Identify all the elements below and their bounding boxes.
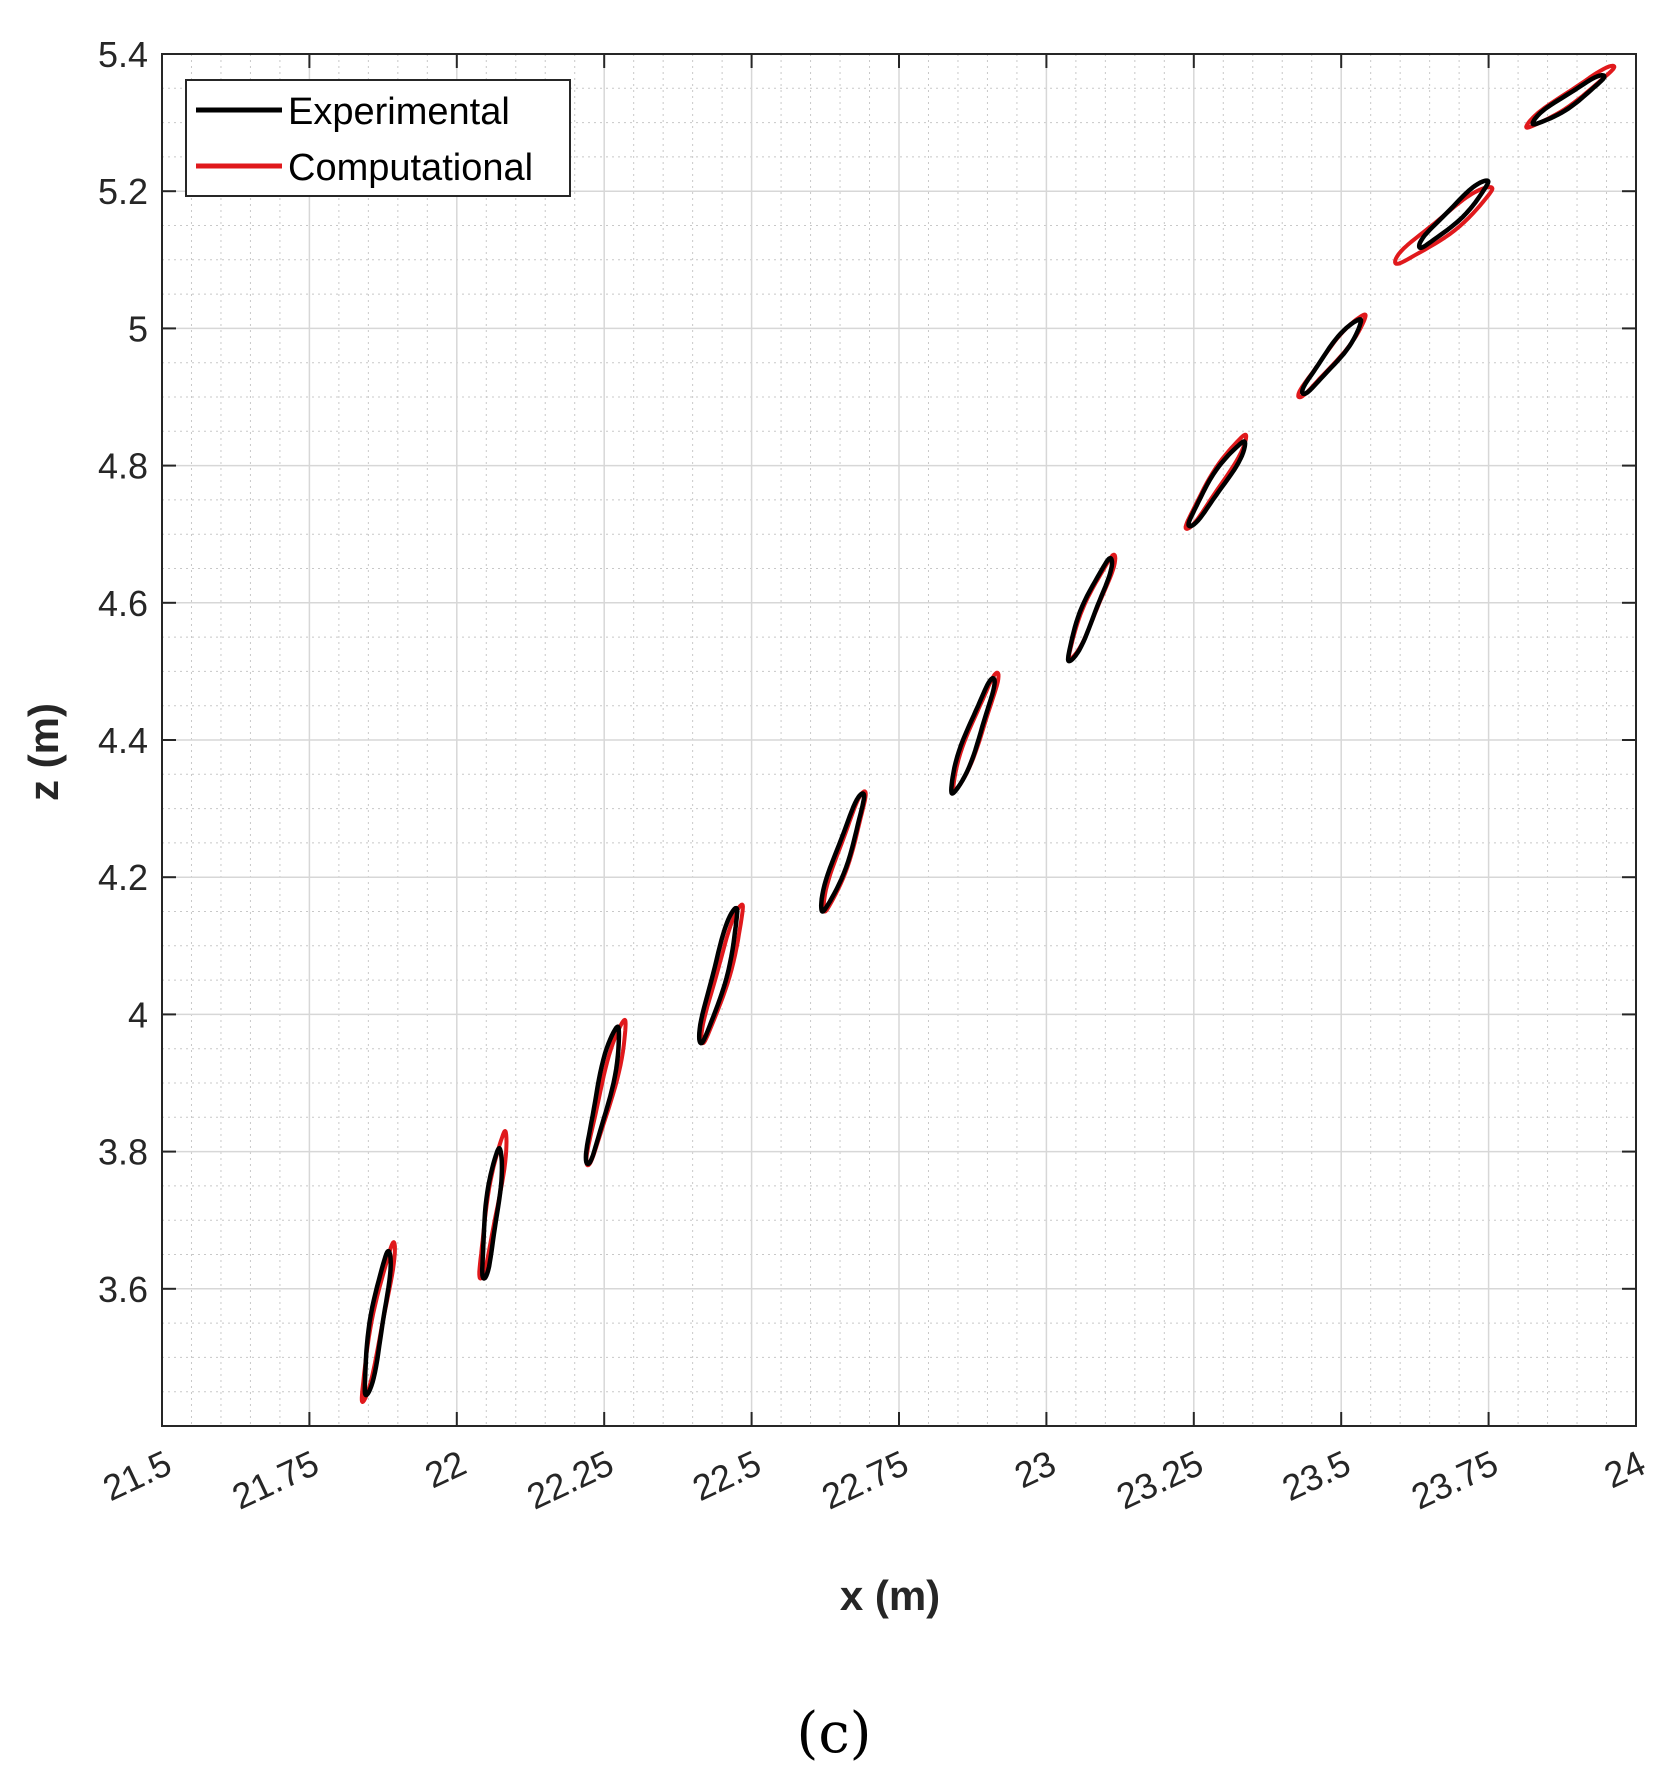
series-experimental-loop bbox=[1530, 73, 1607, 127]
series-experimental-loop bbox=[1186, 439, 1248, 529]
y-tick-label: 5.2 bbox=[98, 171, 148, 212]
series-experimental-loop bbox=[1299, 317, 1364, 397]
legend-box bbox=[185, 79, 571, 197]
series-experimental-loop bbox=[818, 791, 867, 914]
y-tick-label: 4.6 bbox=[98, 583, 148, 624]
series-experimental-loop bbox=[696, 905, 740, 1046]
series-layer bbox=[359, 63, 1617, 1404]
series-experimental-loop bbox=[1065, 555, 1115, 664]
series-experimental bbox=[362, 73, 1607, 1398]
y-axis-label: z (m) bbox=[20, 703, 67, 801]
legend-label-computational: Computational bbox=[288, 147, 533, 189]
y-tick-label: 5.4 bbox=[98, 34, 148, 75]
figure-caption: (c) bbox=[796, 1701, 871, 1766]
y-axis-ticks: 3.6 3.8 4 4.2 4.4 4.6 4.8 5 5.2 5.4 bbox=[98, 34, 1636, 1310]
legend-label-experimental: Experimental bbox=[288, 91, 510, 133]
y-tick-label: 5 bbox=[128, 308, 148, 349]
series-experimental-loop bbox=[949, 676, 997, 796]
y-tick-label: 4.2 bbox=[98, 857, 148, 898]
series-experimental-loop bbox=[362, 1248, 393, 1398]
y-tick-label: 4.8 bbox=[98, 446, 148, 487]
y-tick-label: 4 bbox=[128, 994, 148, 1035]
series-experimental-loop bbox=[583, 1024, 622, 1167]
y-tick-label: 4.4 bbox=[98, 720, 148, 761]
series-computational-loop bbox=[1393, 185, 1495, 266]
y-tick-label: 3.6 bbox=[98, 1269, 148, 1310]
legend: Experimental Computational bbox=[185, 79, 571, 197]
y-tick-label: 3.8 bbox=[98, 1132, 148, 1173]
series-experimental-loop bbox=[479, 1145, 505, 1281]
major-grid bbox=[162, 54, 1636, 1426]
x-axis-label: x (m) bbox=[840, 1572, 940, 1619]
series-experimental-loop bbox=[1416, 178, 1491, 251]
